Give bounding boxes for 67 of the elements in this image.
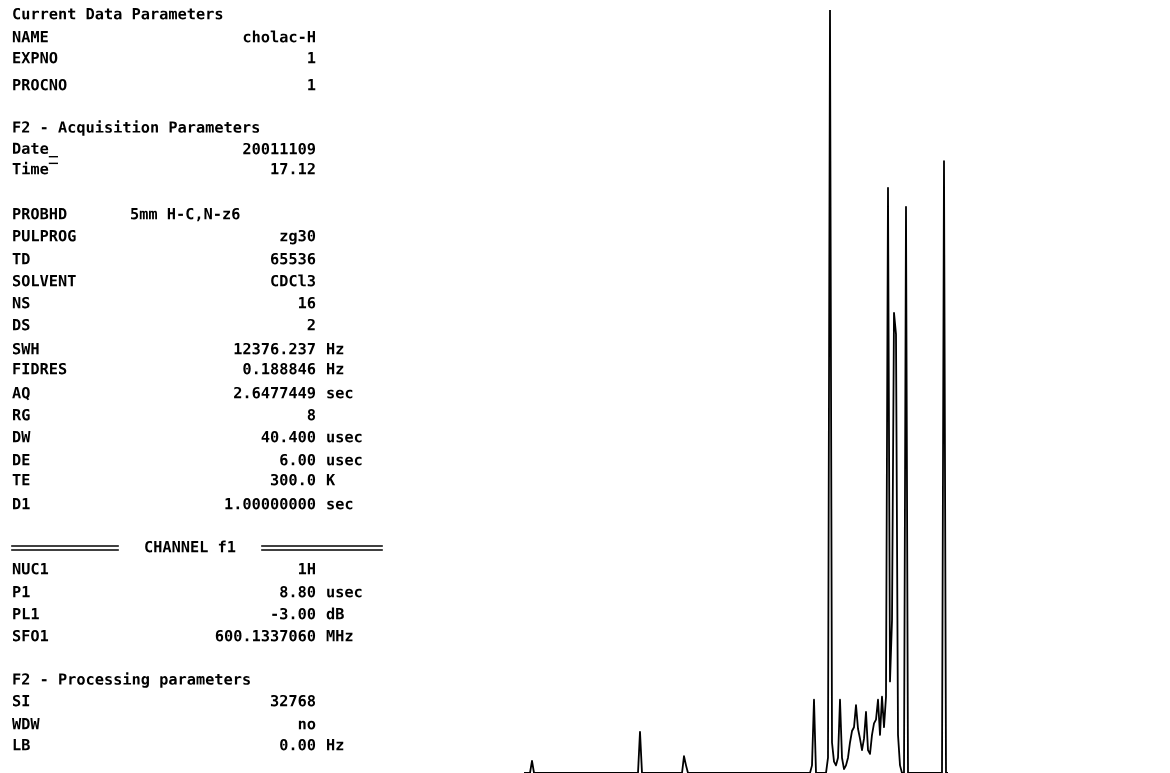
text: Current Data Parameters	[13, 7, 223, 20]
text: 12376.237	[234, 342, 315, 355]
text: 0.188846	[243, 362, 316, 375]
text: 2.6477449	[234, 386, 316, 399]
text: DW	[13, 431, 31, 443]
text: DS	[13, 318, 30, 331]
text: zg30	[280, 229, 316, 245]
text: AQ	[12, 386, 30, 401]
text: CDCl3	[271, 274, 316, 287]
text: P1	[13, 586, 30, 598]
text: 16	[299, 296, 316, 309]
text: 40.400	[261, 430, 316, 443]
text: NUC1	[12, 562, 49, 575]
text: 8	[307, 408, 316, 421]
text: 2	[307, 318, 315, 331]
text: 5mm H-C,N-z6	[131, 207, 240, 222]
text: dB	[326, 607, 344, 620]
text: Hz	[327, 343, 344, 355]
text: EXPNO	[13, 51, 58, 64]
text: sec	[327, 500, 353, 510]
text: PROBHD	[13, 207, 67, 220]
text: 65536	[270, 252, 316, 265]
text: MHz	[326, 630, 353, 642]
text: -3.00	[272, 607, 316, 620]
text: 32768	[270, 694, 316, 707]
text: K	[326, 474, 336, 486]
text: Hz	[327, 739, 344, 751]
text: 1H	[299, 563, 315, 575]
text: SFO1	[12, 629, 49, 642]
text: NS	[12, 296, 30, 309]
text: Date_	[13, 142, 58, 158]
text: LB	[13, 739, 30, 751]
text: usec	[327, 456, 362, 466]
text: WDW	[12, 718, 40, 730]
text: usec	[327, 433, 362, 443]
text: F2 - Acquisition Parameters	[13, 120, 260, 136]
text: PULPROG	[13, 229, 76, 242]
text: 8.80	[280, 585, 316, 598]
text: FIDRES	[13, 362, 67, 375]
text: usec	[327, 588, 362, 598]
text: 300.0	[270, 473, 316, 486]
text: 1	[308, 79, 316, 91]
text: SI	[12, 694, 30, 707]
text: TE	[12, 474, 30, 486]
text: CHANNEL f1	[145, 540, 236, 553]
text: cholac-H	[243, 30, 315, 43]
text: SWH	[12, 342, 39, 355]
text: sec	[327, 389, 353, 399]
text: 1.00000000	[225, 497, 316, 510]
text: F2 - Processing parameters	[13, 672, 250, 688]
text: TD	[12, 253, 30, 265]
text: 0.00	[280, 738, 316, 751]
text: 6.00	[280, 453, 316, 466]
text: D1	[13, 498, 30, 510]
text: SOLVENT	[12, 274, 76, 287]
text: RG	[12, 408, 30, 421]
text: 600.1337060	[215, 629, 316, 642]
text: 17.12	[271, 162, 315, 175]
text: NAME	[12, 31, 48, 43]
text: 20011109	[243, 142, 316, 155]
text: PL1	[13, 608, 39, 620]
text: PROCNO	[13, 78, 67, 91]
text: DE	[13, 454, 30, 466]
text: Hz	[327, 363, 344, 375]
text: 1	[308, 52, 316, 64]
text: no	[298, 720, 316, 730]
text: Time‾	[12, 161, 58, 175]
